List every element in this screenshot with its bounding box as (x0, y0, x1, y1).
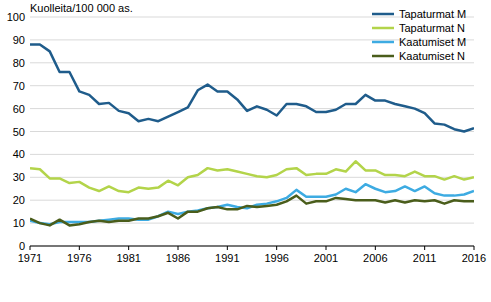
x-tick (474, 246, 475, 250)
y-axis-label: Kuolleita/100 000 as. (30, 2, 133, 14)
plot-area (30, 44, 474, 225)
x-tick-label: 1981 (116, 252, 140, 264)
legend-label: Tapaturmat M (399, 8, 466, 20)
y-tick-label: 30 (13, 171, 25, 183)
x-tick-label: 2011 (413, 252, 437, 264)
grid-line (30, 177, 474, 178)
legend-label: Tapaturmat N (399, 22, 465, 34)
x-tick-label: 1991 (215, 252, 239, 264)
series-line (30, 196, 474, 226)
legend-swatch (372, 27, 394, 30)
legend-swatch (372, 13, 394, 16)
x-tick (178, 246, 179, 250)
x-tick (326, 246, 327, 250)
x-tick (375, 246, 376, 250)
x-tick-label: 2001 (314, 252, 338, 264)
x-tick (227, 246, 228, 250)
series-line (30, 184, 474, 224)
y-tick-label: 70 (13, 80, 25, 92)
legend-label: Kaatumiset N (399, 50, 465, 62)
x-tick-label: 1996 (264, 252, 288, 264)
x-tick (128, 246, 129, 250)
y-tick-label: 90 (13, 34, 25, 46)
x-tick-label: 2006 (363, 252, 387, 264)
legend-label: Kaatumiset M (399, 36, 466, 48)
y-tick-label: 50 (13, 126, 25, 138)
y-tick-label: 40 (13, 148, 25, 160)
x-tick-label: 1986 (166, 252, 190, 264)
grid-line (30, 223, 474, 224)
x-tick (424, 246, 425, 250)
grid-line (30, 131, 474, 132)
y-tick-label: 10 (13, 217, 25, 229)
series-line (30, 44, 474, 131)
y-tick-label: 60 (13, 103, 25, 115)
x-axis (30, 246, 474, 247)
x-tick-label: 1971 (18, 252, 42, 264)
grid-line (30, 200, 474, 201)
legend-swatch (372, 55, 394, 58)
x-tick (276, 246, 277, 250)
x-tick-label: 1976 (67, 252, 91, 264)
legend-swatch (372, 41, 394, 44)
y-tick-label: 20 (13, 194, 25, 206)
y-tick-label: 0 (19, 240, 25, 252)
x-tick (30, 246, 31, 250)
y-tick-label: 80 (13, 57, 25, 69)
chart: Kuolleita/100 000 as. 0 10 20 30 40 50 60 70 80 90… (0, 0, 491, 302)
grid-line (30, 62, 474, 63)
x-tick (79, 246, 80, 250)
grid-line (30, 154, 474, 155)
x-tick-label: 2016 (462, 252, 486, 264)
grid-line (30, 246, 474, 247)
grid-line (30, 85, 474, 86)
y-tick-label: 100 (7, 11, 25, 23)
